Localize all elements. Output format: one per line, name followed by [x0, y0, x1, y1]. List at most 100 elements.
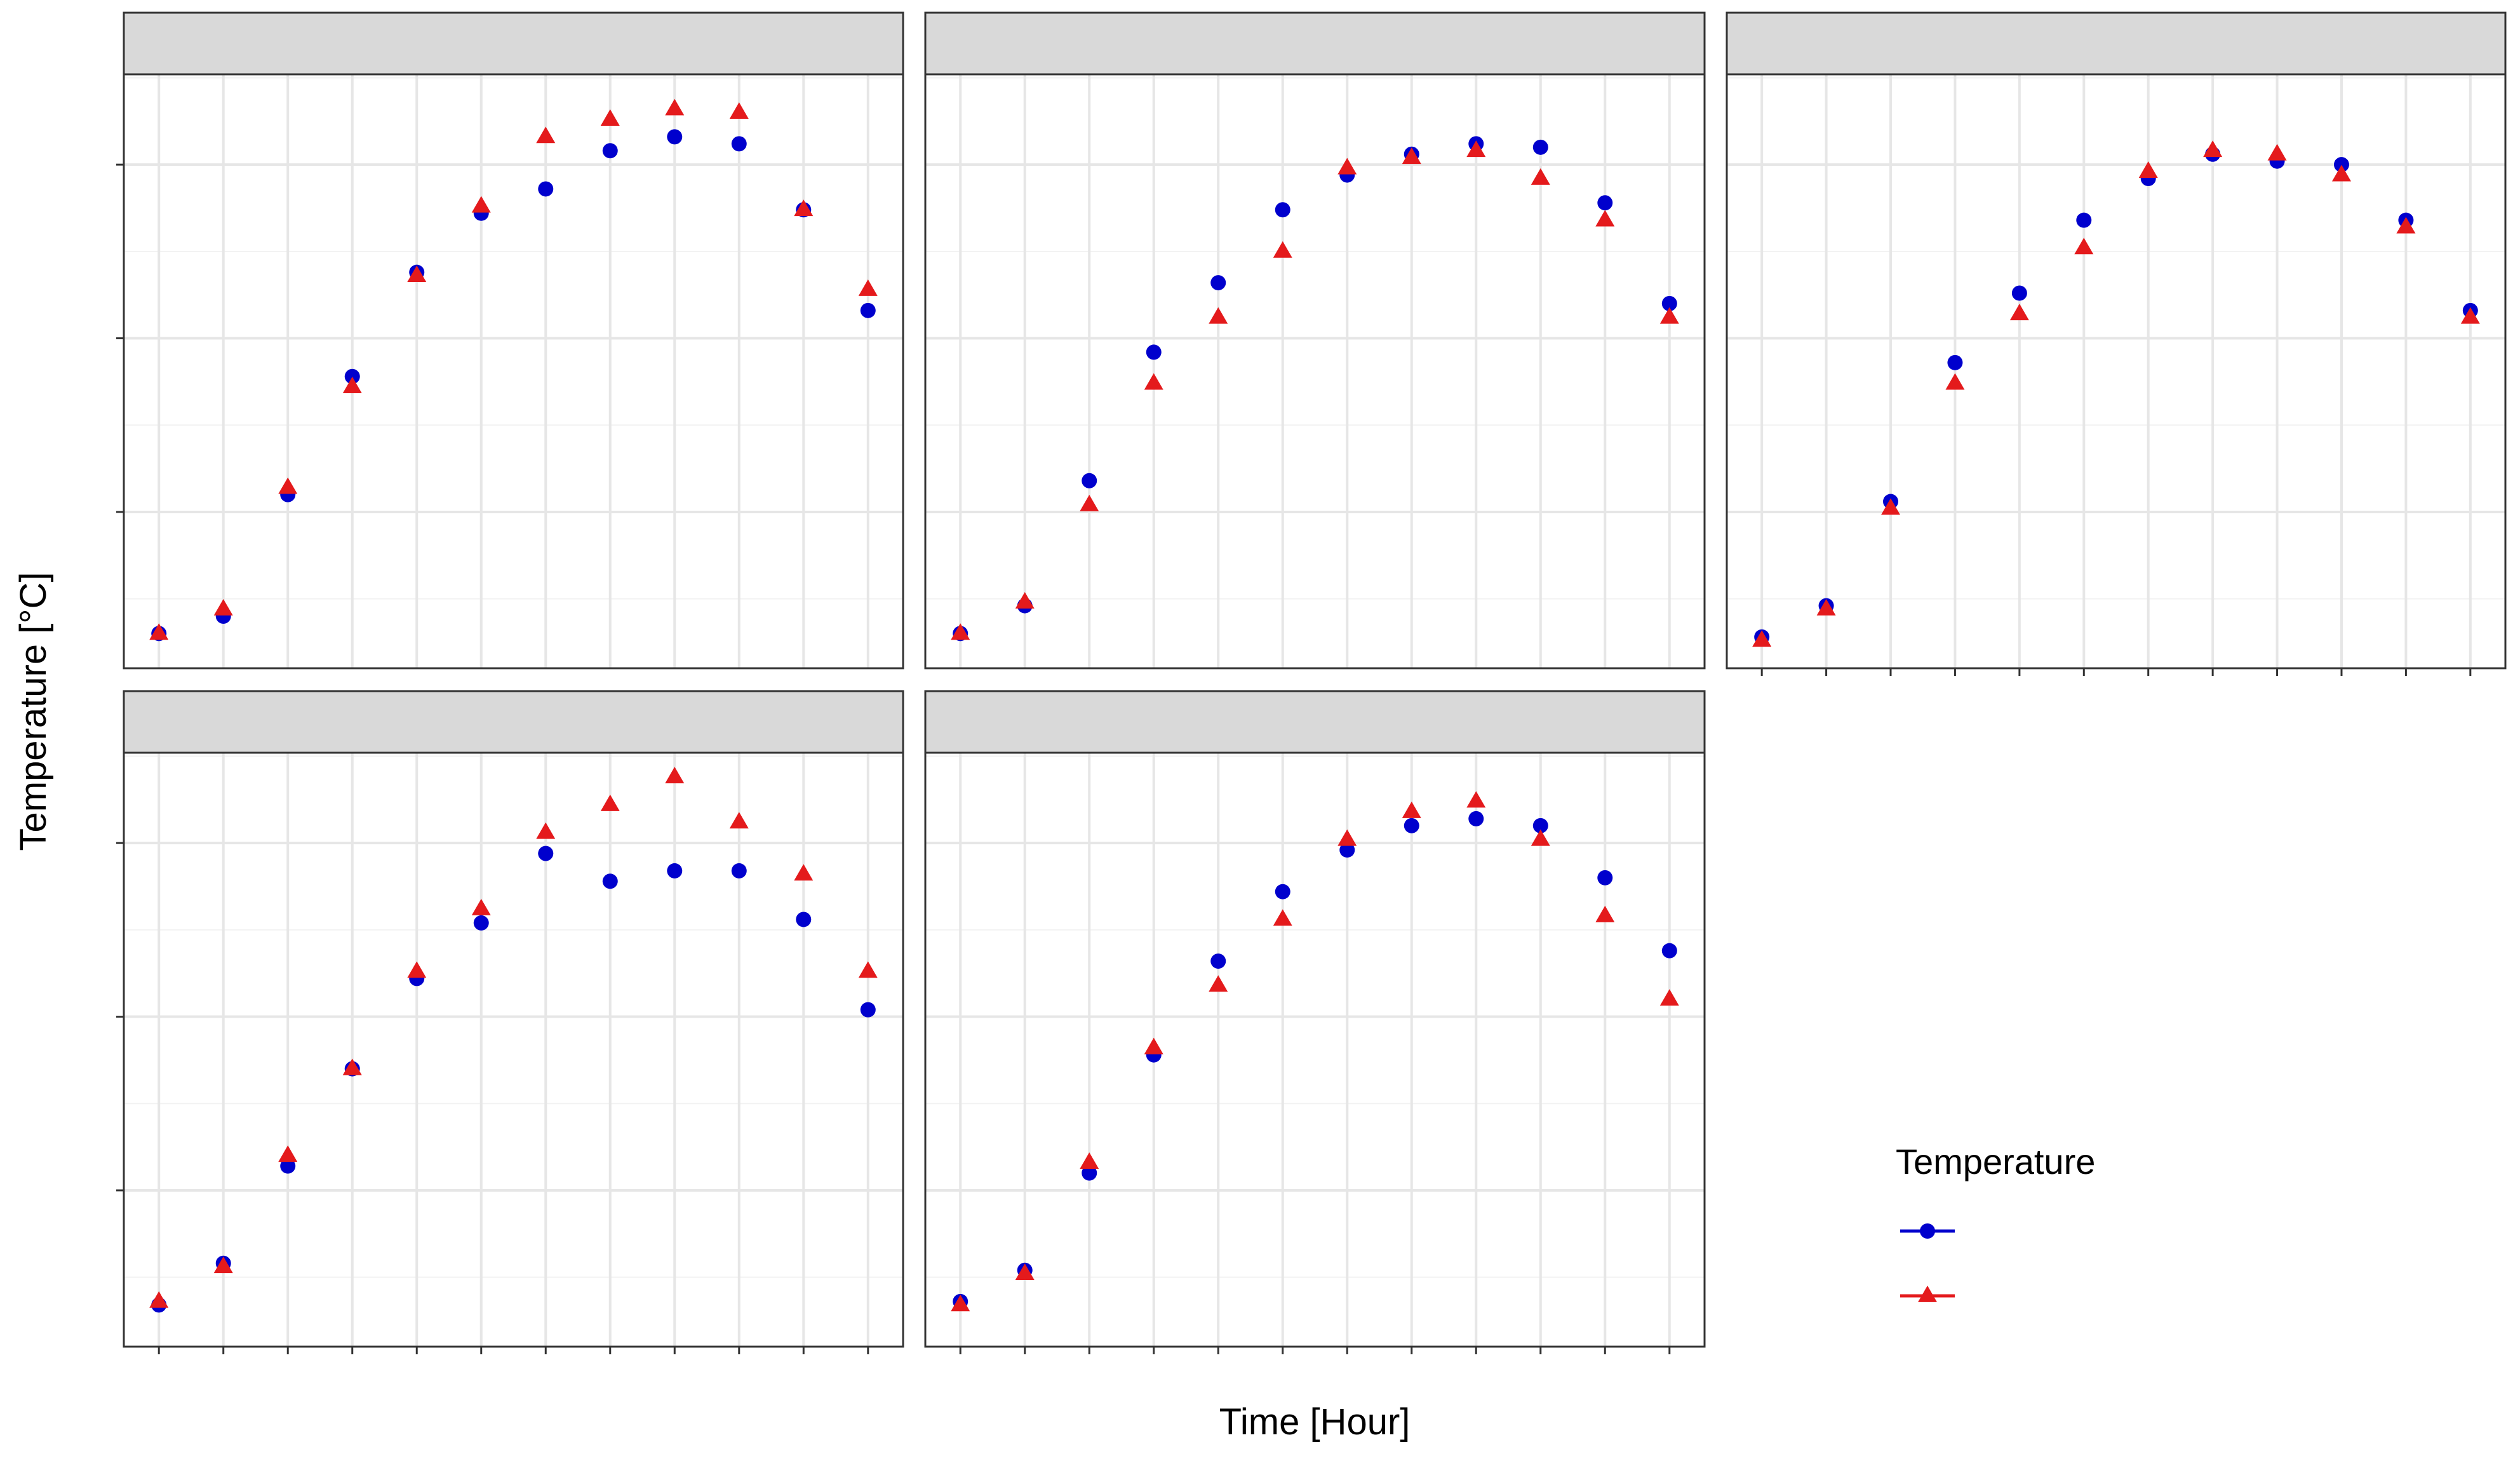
point-simulated — [1337, 158, 1357, 175]
plot-area — [1727, 74, 2505, 668]
point-measured — [1146, 344, 1162, 360]
point-measured — [602, 143, 618, 159]
point-simulated — [1595, 210, 1615, 227]
point-simulated — [407, 266, 427, 283]
legend-entry-simulated — [1900, 1285, 1955, 1302]
point-simulated — [665, 98, 685, 116]
point-simulated — [1337, 829, 1357, 846]
point-simulated — [1080, 1152, 1099, 1169]
point-measured — [1210, 275, 1226, 291]
point-measured — [731, 863, 747, 879]
point-simulated — [342, 376, 362, 393]
point-simulated — [149, 623, 169, 640]
point-measured — [1661, 295, 1677, 311]
x-axis-title: Time [Hour] — [1219, 1401, 1411, 1443]
point-simulated — [951, 623, 970, 640]
point-measured — [2076, 212, 2092, 228]
point-simulated — [858, 961, 878, 978]
point-measured — [1082, 473, 1097, 488]
point-simulated — [1402, 147, 1421, 165]
point-measured — [1339, 842, 1355, 858]
point-simulated — [213, 598, 233, 616]
panel-4 — [116, 690, 904, 1354]
point-measured — [280, 1158, 296, 1174]
point-simulated — [1816, 598, 1836, 616]
point-simulated — [2203, 140, 2223, 158]
point-simulated — [2138, 161, 2158, 178]
plot-area — [925, 753, 1705, 1347]
panel-strip — [924, 690, 1706, 754]
point-simulated — [1659, 989, 1679, 1006]
plot-area — [124, 753, 903, 1347]
point-measured — [1947, 354, 1963, 370]
point-measured — [1597, 870, 1613, 885]
point-simulated — [1144, 373, 1163, 390]
point-simulated — [278, 1145, 298, 1162]
legend: Temperature — [1896, 1141, 2095, 1302]
point-measured — [1275, 884, 1290, 899]
panel-1 — [116, 11, 904, 670]
point-simulated — [1015, 1263, 1035, 1281]
point-measured — [667, 863, 683, 879]
point-simulated — [2396, 217, 2416, 234]
point-simulated — [794, 199, 814, 217]
plot-area — [925, 74, 1705, 668]
point-simulated — [1531, 168, 1550, 185]
point-simulated — [665, 767, 685, 784]
point-simulated — [1881, 498, 1901, 515]
point-measured — [602, 873, 618, 889]
panel-strip — [123, 11, 904, 76]
point-simulated — [407, 961, 427, 978]
panel-border — [123, 751, 904, 1348]
legend-title: Temperature — [1896, 1141, 2095, 1182]
point-simulated — [1273, 241, 1292, 258]
point-measured — [1468, 811, 1484, 826]
panel-strip — [123, 690, 904, 754]
point-measured — [538, 181, 554, 197]
point-simulated — [1595, 905, 1615, 922]
point-measured — [2011, 285, 2027, 301]
panel-strip — [924, 11, 1706, 76]
point-simulated — [2267, 144, 2287, 161]
point-simulated — [1015, 592, 1035, 609]
point-measured — [2333, 157, 2349, 173]
panel-border — [1726, 73, 2507, 670]
point-simulated — [2074, 238, 2094, 255]
point-measured — [731, 136, 747, 152]
point-measured — [1082, 1165, 1097, 1181]
panel-3 — [1726, 11, 2507, 676]
panel-5 — [924, 690, 1706, 1354]
point-simulated — [1209, 307, 1228, 324]
point-measured — [860, 1002, 876, 1018]
legend-key-circle — [1920, 1223, 1935, 1239]
point-simulated — [2331, 165, 2351, 182]
point-measured — [667, 129, 683, 145]
point-measured — [1532, 139, 1548, 155]
point-simulated — [1466, 791, 1486, 808]
point-simulated — [600, 794, 620, 811]
y-axis-title: Temperature [°C] — [13, 572, 54, 851]
point-measured — [344, 368, 360, 384]
point-simulated — [213, 1256, 233, 1274]
point-simulated — [1659, 307, 1679, 324]
panel-strip — [1726, 11, 2507, 76]
panel-border — [924, 73, 1706, 670]
point-simulated — [1466, 140, 1486, 158]
point-simulated — [342, 1058, 362, 1075]
point-simulated — [1273, 909, 1292, 926]
legend-key-triangle — [1918, 1285, 1937, 1302]
point-measured — [1597, 195, 1613, 211]
point-simulated — [1402, 801, 1421, 818]
point-simulated — [729, 102, 749, 119]
point-simulated — [1209, 975, 1228, 992]
point-measured — [1404, 818, 1419, 833]
point-measured — [1275, 202, 1290, 218]
point-measured — [1210, 953, 1226, 969]
point-simulated — [471, 196, 491, 213]
panel-border — [123, 73, 904, 670]
plot-area — [124, 74, 903, 668]
point-simulated — [2009, 304, 2029, 321]
point-measured — [538, 845, 554, 861]
point-simulated — [794, 864, 814, 881]
